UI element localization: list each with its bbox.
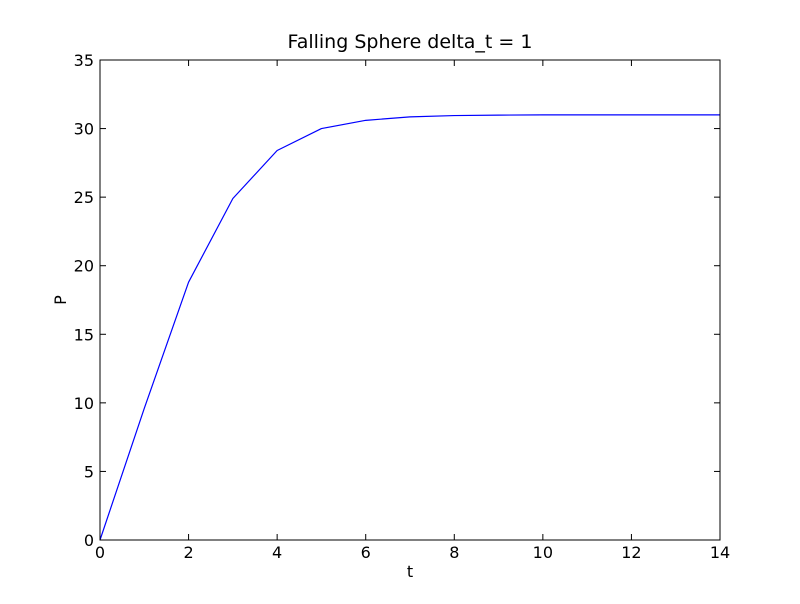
x-tick-label: 10: [533, 543, 553, 562]
x-tick-label: 2: [183, 543, 193, 562]
y-axis-label: P: [51, 295, 70, 305]
y-tick-label: 10: [74, 394, 94, 413]
y-tick-label: 35: [74, 51, 94, 70]
y-tick-label: 30: [74, 120, 94, 139]
y-tick-label: 15: [74, 325, 94, 344]
x-tick-label: 0: [95, 543, 105, 562]
x-tick-label: 14: [710, 543, 730, 562]
y-tick-label: 0: [84, 531, 94, 550]
y-tick-label: 25: [74, 188, 94, 207]
x-tick-label: 4: [272, 543, 282, 562]
y-tick-label: 20: [74, 257, 94, 276]
x-tick-label: 6: [361, 543, 371, 562]
series-line-0: [99, 114, 720, 541]
plot-area: 0 2 4 6 8 10 12 14 0 5 10 15 20 25 30 35: [74, 51, 731, 562]
x-tick-label: 12: [621, 543, 641, 562]
x-tick-label: 8: [449, 543, 459, 562]
y-tick-label: 5: [84, 462, 94, 481]
x-axis-label: t: [407, 562, 413, 581]
chart-title: Falling Sphere delta_t = 1: [288, 31, 533, 53]
plot-frame: [99, 59, 721, 541]
